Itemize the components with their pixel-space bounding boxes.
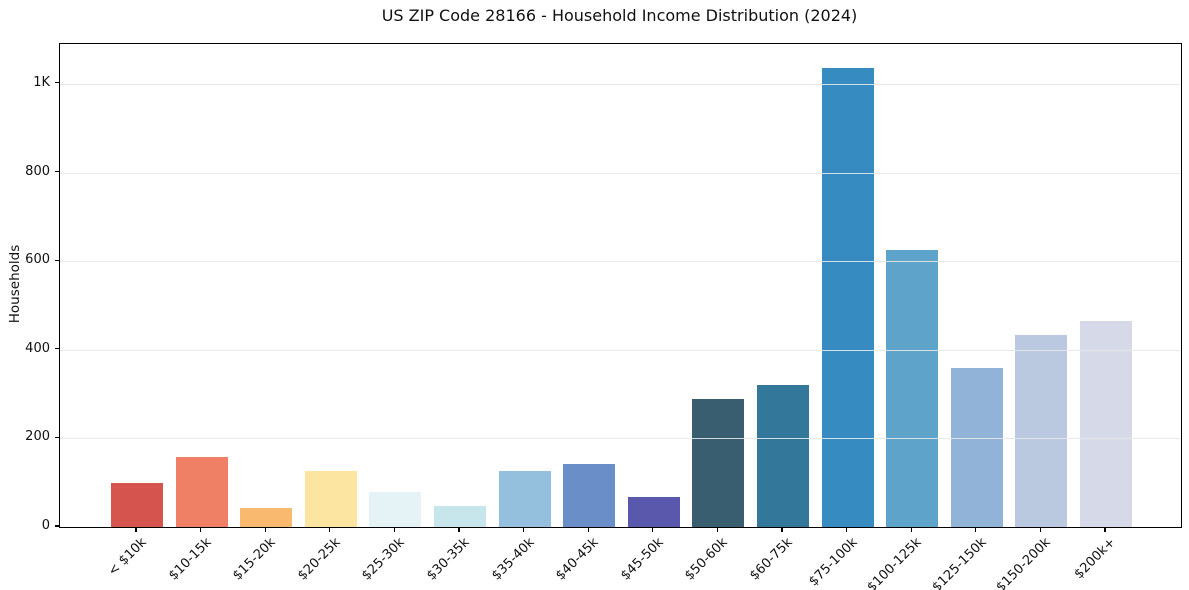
bar-30-35k xyxy=(434,505,486,527)
x-tick-label: $150-200k xyxy=(993,535,1054,590)
x-tick-label: $30-35k xyxy=(424,535,473,584)
y-tick-mark xyxy=(55,436,59,438)
x-tick-label: $200k+ xyxy=(1071,535,1119,583)
bar-75-100k xyxy=(821,68,874,527)
x-tick-mark xyxy=(587,527,589,532)
x-tick-mark xyxy=(458,527,460,532)
x-tick-mark xyxy=(200,527,202,532)
x-tick-mark xyxy=(781,527,783,532)
x-tick-mark xyxy=(1104,527,1106,532)
x-tick-label: $60-75k xyxy=(747,535,796,584)
x-tick-mark xyxy=(523,527,525,532)
x-tick-label: $35-40k xyxy=(488,535,538,584)
x-tick-mark xyxy=(1039,527,1041,532)
bar-40-45k xyxy=(563,464,616,527)
x-tick-mark xyxy=(846,527,848,532)
bar-20-25k xyxy=(304,471,357,527)
bar-50-60k xyxy=(692,398,745,527)
x-tick-mark xyxy=(716,527,718,532)
bar-15-20k xyxy=(240,507,293,527)
bar-150-200k xyxy=(1015,335,1068,527)
x-tick-label: $10-15k xyxy=(165,535,215,584)
y-tick-label: 200 xyxy=(25,429,50,445)
x-tick-mark xyxy=(393,527,395,532)
chart-title: US ZIP Code 28166 - Household Income Dis… xyxy=(381,6,858,25)
x-tick-label: $100-125k xyxy=(864,535,925,590)
gridline xyxy=(60,261,1181,263)
x-tick-mark xyxy=(135,527,137,532)
x-tick-mark xyxy=(652,527,654,532)
x-tick-label: $45-50k xyxy=(617,535,667,584)
x-tick-mark xyxy=(264,527,266,532)
x-tick-label: $25-30k xyxy=(359,535,408,584)
bar-10-15k xyxy=(175,456,228,527)
gridline xyxy=(60,349,1181,351)
gridline xyxy=(60,438,1181,440)
bar-35-40k xyxy=(498,471,551,527)
x-tick-label: < $10k xyxy=(105,535,150,580)
x-tick-mark xyxy=(975,527,977,532)
y-tick-mark xyxy=(55,170,59,173)
x-tick-label: $40-45k xyxy=(553,535,602,584)
y-tick-mark xyxy=(55,525,59,527)
gridline xyxy=(60,172,1181,174)
x-tick-label: $125-150k xyxy=(929,535,990,590)
bar-200k xyxy=(1080,320,1132,527)
bar-25-30k xyxy=(369,492,422,527)
y-tick-label: 400 xyxy=(25,340,50,356)
y-tick-label: 800 xyxy=(25,163,50,179)
y-tick-label: 1K xyxy=(33,74,50,90)
y-tick-mark xyxy=(55,82,59,84)
x-tick-mark xyxy=(910,527,912,532)
bar-100-125k xyxy=(886,250,939,527)
x-tick-mark xyxy=(329,527,331,532)
y-tick-label: 600 xyxy=(25,252,50,268)
plot-area xyxy=(59,43,1182,528)
y-tick-label: 0 xyxy=(41,518,50,533)
x-tick-label: $15-20k xyxy=(230,535,279,584)
x-tick-label: $50-60k xyxy=(682,535,731,584)
bar-125-150k xyxy=(950,368,1003,527)
gridline xyxy=(60,83,1181,85)
y-tick-mark xyxy=(55,259,59,261)
bar-10k xyxy=(111,482,163,527)
y-tick-mark xyxy=(55,348,59,350)
x-tick-label: $75-100k xyxy=(805,535,861,590)
bar-60-75k xyxy=(757,385,809,527)
x-tick-label: $20-25k xyxy=(294,535,344,584)
bar-45-50k xyxy=(627,497,680,527)
